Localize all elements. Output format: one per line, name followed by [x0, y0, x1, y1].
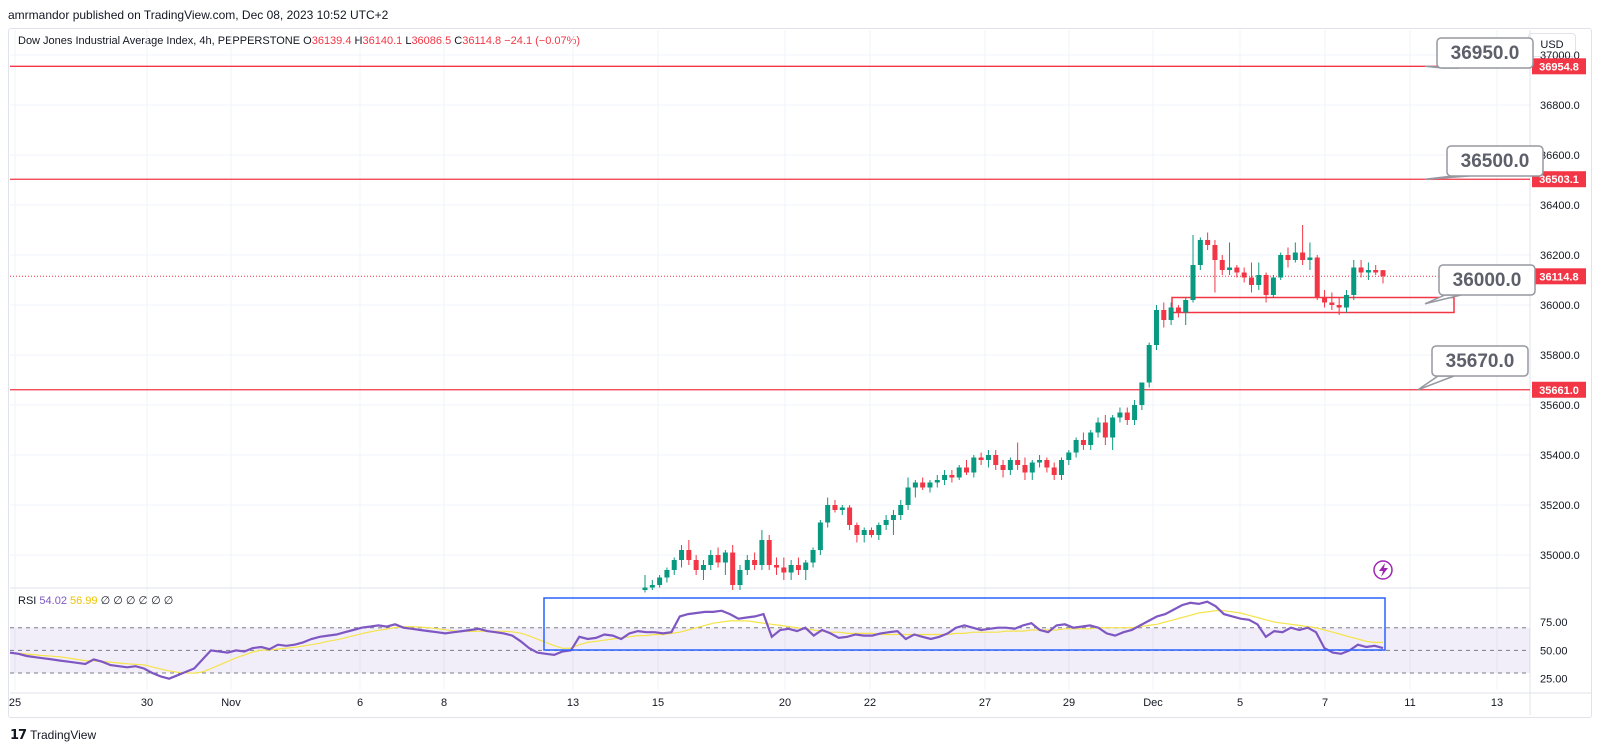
chart-frame — [8, 28, 1592, 718]
open-label: O — [303, 35, 312, 47]
open-value: 36139.4 — [311, 35, 352, 47]
rsi-extra-values: ∅ ∅ ∅ ∅ ∅ ∅ — [100, 595, 174, 607]
tradingview-logo-icon[interactable]: 𝟭𝟳 — [10, 727, 27, 742]
high-label: H — [354, 35, 363, 47]
rsi-legend: RSI 54.02 56.99 ∅ ∅ ∅ ∅ ∅ ∅ — [18, 594, 173, 607]
low-value: 36086.5 — [411, 35, 452, 47]
high-value: 36140.1 — [362, 35, 403, 47]
footer: 𝟭𝟳 TradingView — [10, 727, 96, 743]
symbol-legend: Dow Jones Industrial Average Index, 4h, … — [18, 35, 580, 47]
symbol-name[interactable]: Dow Jones Industrial Average Index, 4h, … — [18, 35, 301, 47]
close-value: 36114.8 — [462, 35, 502, 47]
rsi-label[interactable]: RSI — [18, 595, 37, 607]
low-label: L — [405, 35, 412, 47]
published-line: amrmandor published on TradingView.com, … — [8, 8, 389, 22]
change-value: −24.1 (−0.07%) — [504, 35, 581, 47]
close-label: C — [454, 35, 463, 47]
rsi-ma-value: 56.99 — [70, 595, 98, 607]
currency-button[interactable]: USD — [1528, 33, 1576, 57]
rsi-value: 54.02 — [39, 595, 67, 607]
footer-brand[interactable]: TradingView — [30, 728, 97, 742]
